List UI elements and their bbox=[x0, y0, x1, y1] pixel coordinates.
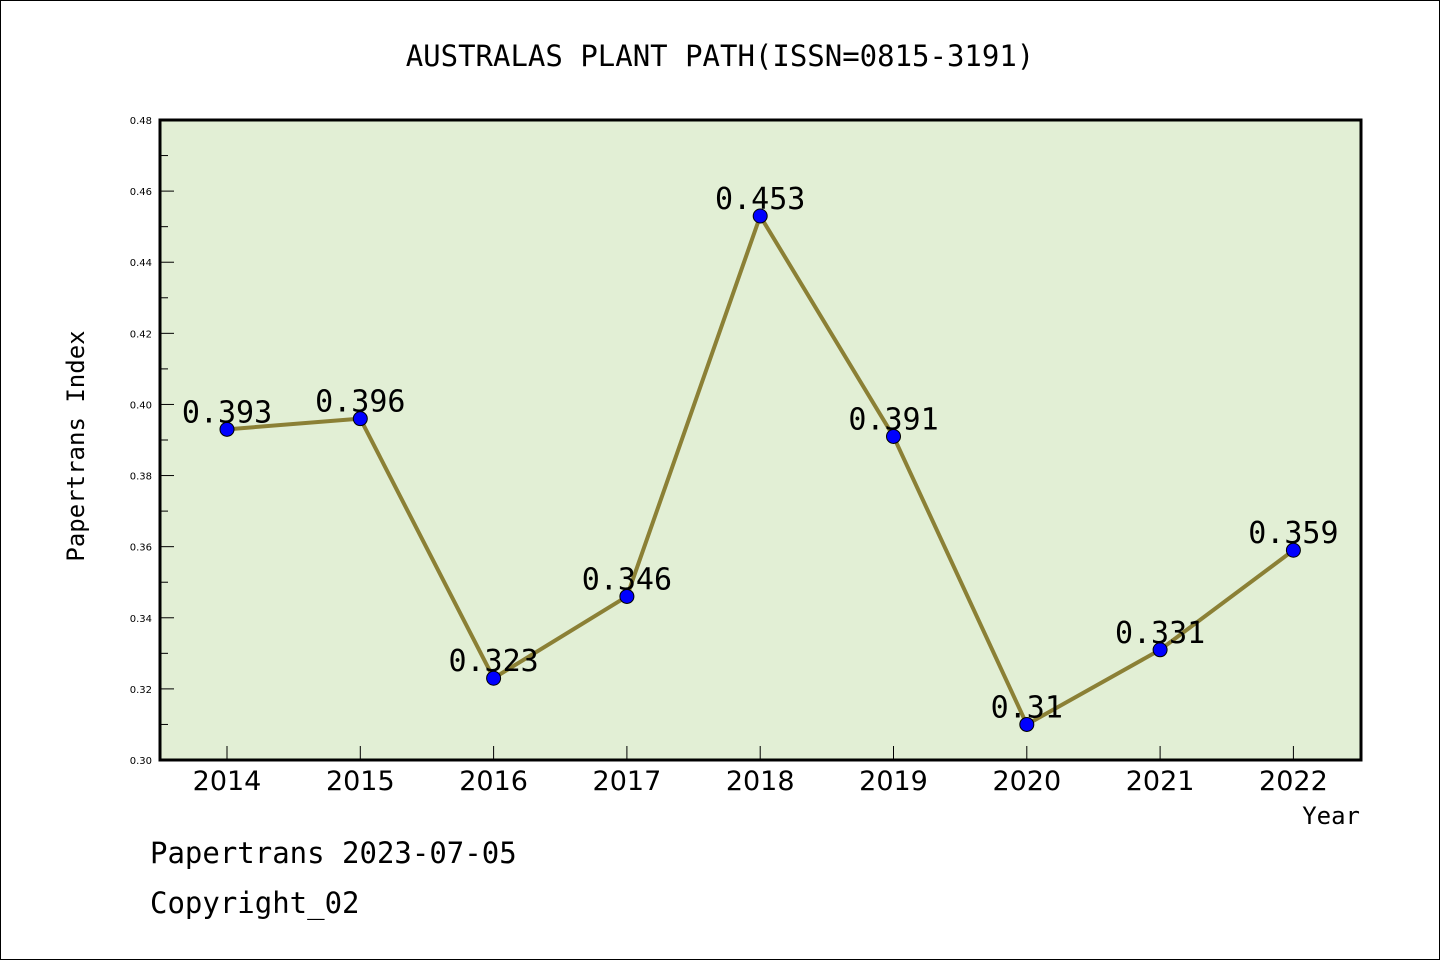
footer-copyright: Copyright_02 bbox=[150, 886, 360, 920]
data-point bbox=[886, 428, 901, 444]
plot-border bbox=[158, 118, 1363, 762]
data-label: 0.359 bbox=[1248, 516, 1338, 551]
data-point bbox=[352, 411, 368, 427]
data-label: 0.346 bbox=[582, 562, 672, 597]
data-label: 0.323 bbox=[448, 644, 538, 679]
y-tick-label: 0.38 bbox=[130, 472, 152, 483]
y-tick-label: 0.30 bbox=[130, 756, 152, 767]
x-tick-label: 2018 bbox=[726, 766, 795, 797]
y-axis-label: Papertrans Index bbox=[62, 330, 90, 561]
data-label: 0.393 bbox=[182, 395, 272, 430]
x-axis-ticks: 2014 2015 2016 2017 2018 2019 2020 2021 2022 bbox=[193, 746, 1328, 797]
data-point bbox=[619, 588, 635, 604]
x-tick-label: 2019 bbox=[859, 766, 928, 797]
y-tick-label: 0.34 bbox=[130, 614, 152, 625]
x-tick-label: 2017 bbox=[593, 766, 662, 797]
chart-title: AUSTRALAS PLANT PATH(ISSN=0815-3191) bbox=[406, 39, 1035, 73]
data-label: 0.453 bbox=[715, 182, 805, 217]
data-point bbox=[1152, 642, 1168, 658]
y-tick-label: 0.48 bbox=[130, 116, 152, 127]
data-label: 0.391 bbox=[848, 402, 938, 437]
data-label: 0.396 bbox=[315, 385, 405, 420]
x-axis-label: Year bbox=[1302, 802, 1360, 830]
y-tick-label: 0.42 bbox=[130, 329, 152, 340]
series-group: 0.393 0.396 0.323 0.346 0.453 0.391 0.31 0.331 0… bbox=[182, 182, 1339, 732]
y-tick-label: 0.46 bbox=[130, 187, 152, 198]
x-tick-label: 2020 bbox=[992, 766, 1061, 797]
data-point bbox=[219, 421, 235, 437]
data-point bbox=[752, 208, 768, 224]
x-tick-label: 2022 bbox=[1259, 766, 1328, 797]
data-point bbox=[1285, 542, 1301, 558]
footer-date: Papertrans 2023-07-05 bbox=[150, 836, 517, 870]
data-label: 0.31 bbox=[991, 690, 1063, 725]
y-tick-label: 0.40 bbox=[130, 400, 152, 411]
y-tick-label: 0.36 bbox=[130, 543, 152, 554]
data-point bbox=[1019, 716, 1035, 732]
y-tick-label: 0.32 bbox=[130, 685, 152, 696]
y-tick-label: 0.44 bbox=[130, 258, 152, 269]
x-tick-label: 2014 bbox=[193, 766, 262, 797]
data-point bbox=[486, 670, 502, 686]
x-tick-label: 2021 bbox=[1126, 766, 1195, 797]
x-tick-label: 2016 bbox=[459, 766, 528, 797]
x-tick-label: 2015 bbox=[326, 766, 395, 797]
data-label: 0.331 bbox=[1115, 616, 1205, 651]
